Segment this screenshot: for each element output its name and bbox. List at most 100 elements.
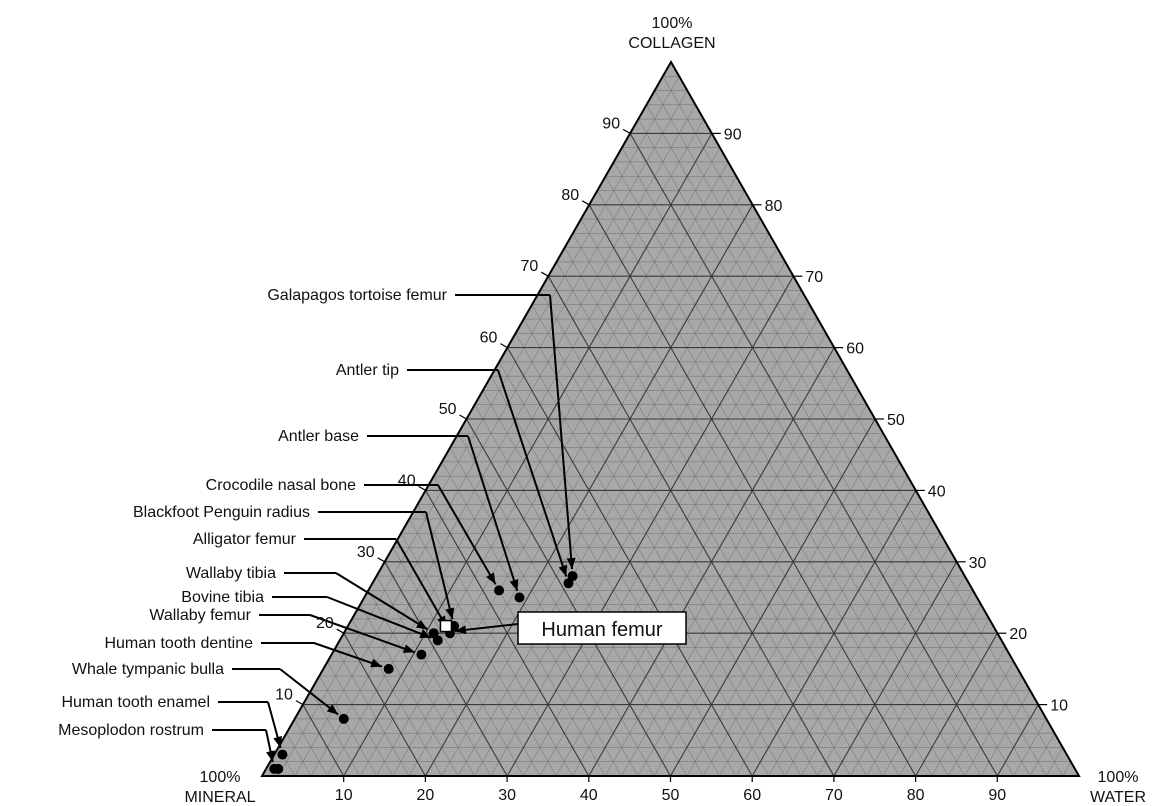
- tick-label-right: 90: [724, 126, 742, 143]
- label-leader: [395, 538, 448, 628]
- fine-gridline: [417, 504, 573, 777]
- data-point: [338, 713, 349, 724]
- point-labels: Galapagos tortoise femur Antler tip Antler…: [58, 287, 448, 739]
- label-leader: [425, 511, 454, 620]
- label-leader: [279, 668, 339, 716]
- corner-right: 100% WATER: [1090, 769, 1146, 806]
- fine-gridline: [351, 618, 442, 777]
- major-gridline-water: [506, 275, 794, 777]
- point-label: Alligator femur: [193, 531, 297, 548]
- tick-mark-left: [418, 485, 426, 491]
- fine-gridline: [735, 475, 908, 777]
- corner-top: 100% COLLAGEN: [628, 15, 715, 52]
- tick-label-left: 30: [357, 544, 375, 561]
- fine-gridline: [474, 247, 778, 777]
- fine-gridline: [564, 247, 867, 777]
- fine-gridline: [948, 661, 1014, 777]
- fine-gridline: [490, 376, 720, 777]
- fine-gridline: [327, 661, 393, 777]
- corner-top-percent: 100%: [652, 15, 693, 32]
- leader-arrowhead: [370, 658, 383, 668]
- major-gridline-mineral: [629, 133, 998, 777]
- tick-label-right: 80: [765, 198, 783, 215]
- data-point: [494, 585, 505, 596]
- corner-left: 100% MINERAL: [184, 769, 255, 806]
- point-label: Antler base: [278, 428, 359, 445]
- major-gridline-water: [915, 632, 998, 777]
- major-gridline-mineral: [547, 275, 835, 777]
- leader-arrowhead: [558, 564, 568, 577]
- fine-gridline: [964, 675, 1023, 777]
- fine-gridline: [637, 390, 859, 777]
- point-label: Human tooth dentine: [104, 635, 253, 652]
- point-label: Mesoplodon rostrum: [58, 722, 204, 739]
- tick-label-left: 50: [439, 401, 457, 418]
- human-femur-box: [517, 611, 687, 645]
- corner-top-name: COLLAGEN: [628, 35, 715, 52]
- fine-gridline: [850, 575, 965, 777]
- fine-gridline: [1046, 747, 1063, 777]
- tick-labels: 1010102020203030304040405050506060607070…: [275, 115, 1068, 804]
- point-label: Wallaby femur: [149, 607, 251, 624]
- major-gridline-water: [670, 418, 876, 777]
- fine-gridline: [768, 504, 925, 777]
- tick-mark-left: [541, 271, 549, 277]
- fine-gridline: [572, 333, 827, 777]
- fine-gridline: [719, 461, 900, 777]
- label-leader: [549, 294, 574, 570]
- leader-arrowhead: [486, 572, 496, 585]
- fine-gridline: [866, 590, 974, 777]
- point-label: Galapagos tortoise femur: [267, 287, 447, 304]
- tick-label-right: 60: [846, 341, 864, 358]
- label-leader: [326, 596, 432, 639]
- human-femur-marker: [439, 619, 453, 633]
- fine-gridline: [278, 76, 680, 777]
- fine-gridline: [931, 647, 1006, 777]
- fine-gridline: [531, 304, 802, 777]
- tick-label-right: 20: [1009, 626, 1027, 643]
- tick-label-bottom: 50: [662, 787, 680, 804]
- tick-mark-left: [377, 557, 385, 563]
- point-label: Antler tip: [336, 362, 399, 379]
- point-label: Blackfoot Penguin radius: [133, 504, 310, 521]
- human-femur-callout: Human femur: [439, 611, 687, 645]
- tick-label-right: 50: [887, 412, 905, 429]
- fine-gridline: [801, 533, 941, 777]
- fine-gridline: [441, 218, 761, 777]
- data-point: [383, 663, 394, 674]
- tick-mark-left: [500, 343, 508, 349]
- point-label: Crocodile nasal bone: [206, 477, 356, 494]
- fine-gridline: [400, 533, 540, 777]
- leader-arrowhead: [266, 750, 275, 763]
- tick-label-left: 10: [275, 687, 293, 704]
- tick-label-bottom: 80: [907, 787, 925, 804]
- fine-gridline: [702, 447, 892, 777]
- tick-label-left: 40: [398, 472, 416, 489]
- fine-gridline: [646, 104, 1031, 777]
- data-point: [432, 635, 443, 646]
- fine-gridline: [392, 547, 524, 777]
- fine-gridline: [499, 361, 737, 777]
- data-point: [514, 592, 525, 603]
- fine-gridline: [286, 733, 312, 777]
- label-leaders: [212, 294, 576, 763]
- fine-gridline: [319, 675, 377, 777]
- fine-gridline: [817, 547, 949, 777]
- major-gridline-mineral: [384, 561, 508, 777]
- tick-label-bottom: 70: [825, 787, 843, 804]
- corner-right-percent: 100%: [1098, 769, 1139, 786]
- tick-label-right: 70: [805, 269, 823, 286]
- tick-label-bottom: 60: [743, 787, 761, 804]
- corner-left-name: MINERAL: [184, 789, 255, 806]
- tick-mark-left: [581, 200, 590, 206]
- fine-gridline: [482, 390, 704, 777]
- fine-gridline: [474, 404, 688, 777]
- point-label: Bovine tibia: [181, 589, 264, 606]
- point-label: Whale tympanic bulla: [72, 661, 224, 678]
- major-gridline-mineral: [425, 490, 590, 777]
- tick-label-bottom: 10: [335, 787, 353, 804]
- fine-gridline: [621, 376, 851, 777]
- point-label: Human tooth enamel: [61, 694, 210, 711]
- major-grid: [302, 132, 1039, 777]
